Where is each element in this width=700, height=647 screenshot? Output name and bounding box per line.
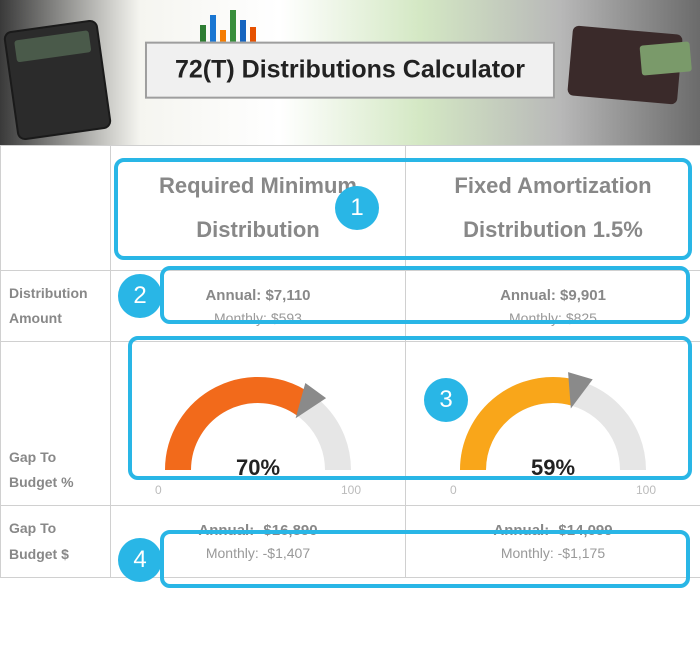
- column-header-fixed-amort: Fixed Amortization Distribution 1.5%: [406, 146, 700, 271]
- gap-dollar-col1-monthly: Monthly: -$1,407: [119, 545, 397, 561]
- gauge-col1: 70% 0 100: [111, 342, 406, 506]
- gap-pct-row: Gap To Budget % 70% 0 100 59% 0: [1, 342, 700, 506]
- gauge-1-max: 100: [341, 483, 361, 497]
- gauge-1-min: 0: [155, 483, 162, 497]
- gap-dollar-label: Gap To Budget $: [1, 506, 111, 577]
- distribution-amount-row: Distribution Amount Annual: $7,110 Month…: [1, 271, 700, 342]
- header-blank: [1, 146, 111, 271]
- wallet-icon: [567, 25, 683, 104]
- calculator-icon: [3, 19, 112, 141]
- banner: 72(T) Distributions Calculator: [0, 0, 700, 145]
- gap-dollar-col1-annual: Annual: -$16,890: [119, 522, 397, 539]
- gauge-col2: 59% 0 100: [406, 342, 700, 506]
- gauge-2: 59% 0 100: [438, 360, 668, 497]
- distribution-amount-label: Distribution Amount: [1, 271, 111, 342]
- gauge-1: 70% 0 100: [143, 360, 373, 497]
- page-title: 72(T) Distributions Calculator: [145, 41, 555, 98]
- gap-dollar-row: Gap To Budget $ Annual: -$16,890 Monthly…: [1, 506, 700, 577]
- header-row: Required Minimum Distribution Fixed Amor…: [1, 146, 700, 271]
- dist-col1-monthly: Monthly: $593: [119, 310, 397, 326]
- page-root: 72(T) Distributions Calculator Required …: [0, 0, 700, 578]
- gap-dollar-col1: Annual: -$16,890 Monthly: -$1,407: [111, 506, 406, 577]
- dist-col2-annual: Annual: $9,901: [414, 287, 692, 304]
- gauge-2-max: 100: [636, 483, 656, 497]
- gauge-1-scale: 0 100: [143, 481, 373, 497]
- gap-dollar-col2-monthly: Monthly: -$1,175: [414, 545, 692, 561]
- gauge-2-scale: 0 100: [438, 481, 668, 497]
- column-header-rmd: Required Minimum Distribution: [111, 146, 406, 271]
- dist-col1: Annual: $7,110 Monthly: $593: [111, 271, 406, 342]
- gauge-2-min: 0: [450, 483, 457, 497]
- gap-dollar-col2: Annual: -$14,099 Monthly: -$1,175: [406, 506, 700, 577]
- bar-chart-icon: [200, 5, 256, 45]
- gap-dollar-col2-annual: Annual: -$14,099: [414, 522, 692, 539]
- gap-pct-label: Gap To Budget %: [1, 342, 111, 506]
- dist-col2-monthly: Monthly: $825: [414, 310, 692, 326]
- results-table: Required Minimum Distribution Fixed Amor…: [0, 145, 700, 578]
- dist-col1-annual: Annual: $7,110: [119, 287, 397, 304]
- dist-col2: Annual: $9,901 Monthly: $825: [406, 271, 700, 342]
